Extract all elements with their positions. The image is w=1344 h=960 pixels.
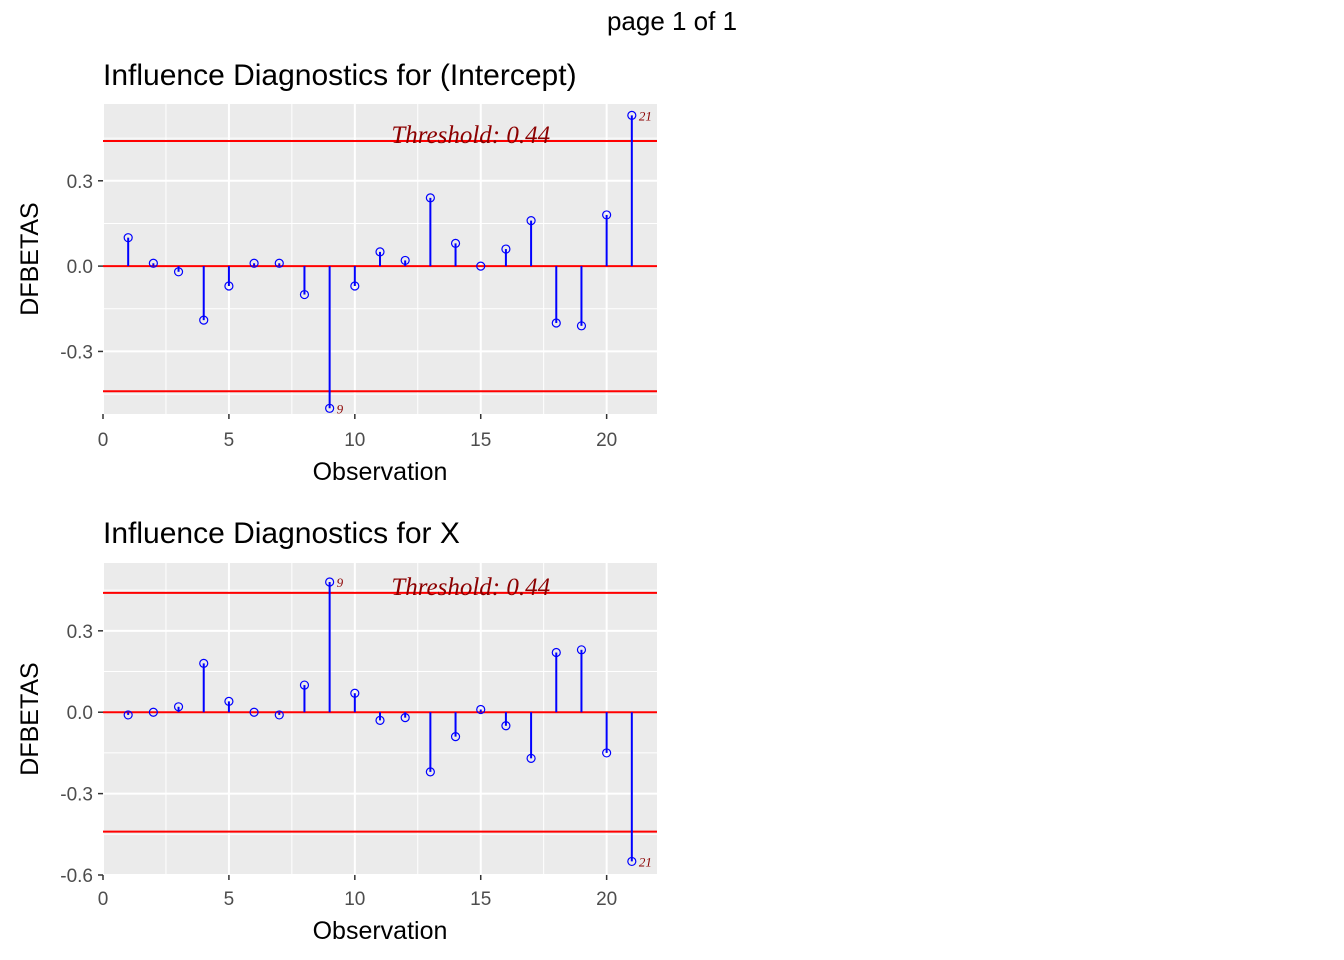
- point-15: [476, 704, 486, 715]
- point-14: [450, 238, 461, 248]
- point-label-21: 21: [639, 854, 652, 869]
- x-tick-label: 0: [98, 430, 109, 451]
- point-label-9: 9: [337, 401, 344, 416]
- y-tick-label: 0.3: [67, 172, 93, 193]
- x-tick-label: 15: [470, 430, 491, 451]
- point-19: [576, 645, 587, 655]
- point-19: [576, 321, 587, 331]
- y-tick-label: -0.3: [60, 342, 93, 363]
- point-8: [299, 680, 310, 690]
- y-tick-label: -0.6: [60, 866, 93, 887]
- y-tick-label: 0.3: [67, 622, 93, 643]
- threshold-label: Threshold: 0.44: [391, 574, 550, 601]
- x-tick-label: 0: [98, 889, 109, 910]
- point-7: [274, 710, 284, 720]
- point-5: [224, 281, 234, 291]
- point-11: [375, 247, 385, 257]
- point-14: [450, 732, 461, 742]
- point-21: [627, 110, 637, 120]
- x-tick-label: 20: [596, 889, 617, 910]
- point-17: [526, 753, 536, 763]
- point-6: [249, 258, 259, 268]
- point-7: [274, 258, 284, 268]
- point-label-21: 21: [639, 108, 652, 123]
- point-3: [173, 267, 184, 277]
- point-6: [249, 707, 259, 717]
- x-tick-label: 5: [224, 430, 235, 451]
- y-tick-label: 0.0: [67, 703, 93, 724]
- point-10: [350, 688, 360, 698]
- page-label: page 1 of 1: [606, 6, 738, 36]
- point-5: [224, 696, 234, 706]
- point-21: [627, 856, 637, 867]
- point-20: [602, 210, 612, 220]
- point-18: [551, 647, 561, 658]
- point-12: [400, 255, 410, 266]
- point-9: [325, 577, 335, 587]
- point-9: [325, 403, 335, 413]
- x-tick-label: 20: [596, 430, 617, 451]
- x-axis-title: Observation: [313, 458, 448, 486]
- point-label-9: 9: [337, 575, 344, 590]
- y-tick-label: 0.0: [67, 257, 93, 278]
- point-12: [400, 713, 410, 723]
- point-15: [476, 261, 486, 271]
- point-4: [199, 658, 209, 668]
- y-axis-title: DFBETAS: [16, 202, 44, 315]
- y-axis-title: DFBETAS: [16, 662, 44, 775]
- point-4: [199, 315, 209, 325]
- point-2: [148, 707, 158, 717]
- point-16: [501, 244, 511, 254]
- point-10: [350, 281, 360, 291]
- x-tick-label: 5: [224, 889, 235, 910]
- point-13: [425, 767, 435, 777]
- chart-title: Influence Diagnostics for X: [103, 517, 460, 550]
- point-2: [148, 258, 158, 268]
- threshold-label: Threshold: 0.44: [391, 122, 550, 149]
- point-17: [526, 216, 536, 226]
- x-axis-title: Observation: [313, 917, 448, 945]
- point-16: [501, 721, 511, 731]
- point-18: [551, 318, 561, 328]
- point-1: [123, 710, 133, 720]
- x-tick-label: 10: [344, 889, 365, 910]
- point-11: [375, 715, 385, 725]
- x-tick-label: 10: [344, 430, 365, 451]
- point-13: [425, 193, 435, 203]
- chart-title: Influence Diagnostics for (Intercept): [103, 59, 577, 92]
- y-tick-label: -0.3: [60, 785, 93, 806]
- chart-intercept: Influence Diagnostics for (Intercept) 9 21…: [16, 59, 657, 486]
- point-3: [173, 702, 184, 712]
- chart-x: Influence Diagnostics for X 9 21 Threshold:…: [16, 517, 657, 945]
- x-tick-label: 15: [470, 889, 491, 910]
- point-20: [602, 748, 612, 758]
- point-8: [299, 289, 310, 300]
- point-1: [123, 233, 133, 243]
